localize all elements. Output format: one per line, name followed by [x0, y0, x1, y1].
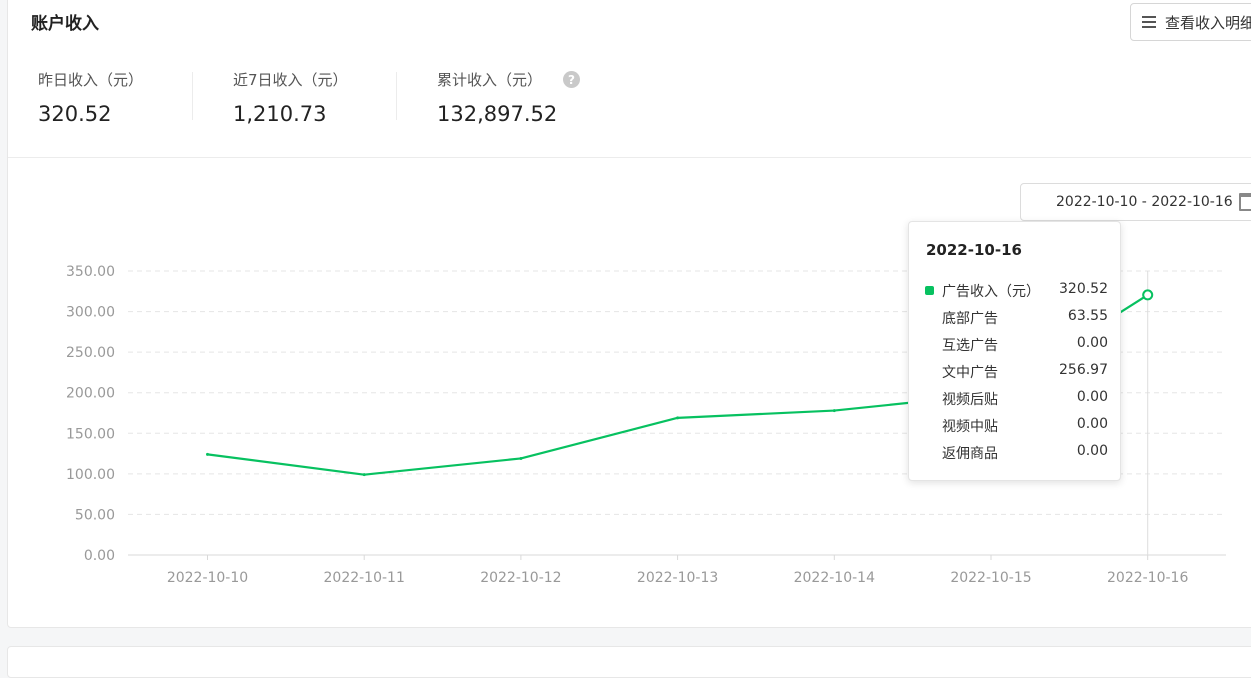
list-icon	[1142, 16, 1156, 28]
tooltip-row-name: 返佣商品	[942, 446, 998, 462]
calendar-icon	[1238, 193, 1251, 211]
y-tick-label: 50.00	[75, 507, 115, 523]
data-point-active	[1142, 289, 1154, 301]
date-range-picker[interactable]: 2022-10-10 - 2022-10-16	[1020, 183, 1251, 221]
tooltip-row: 视频中贴 0.00	[909, 416, 1122, 436]
data-point	[206, 452, 209, 456]
data-point	[519, 456, 523, 460]
tooltip-row-name: 底部广告	[942, 311, 998, 327]
tooltip-row-value: 256.97	[1059, 362, 1108, 378]
stat-total-value: 132,897.52	[437, 102, 558, 126]
page-title: 账户收入	[31, 14, 99, 34]
tooltip-row: 广告收入（元） 320.52	[909, 281, 1122, 301]
tooltip-row: 互选广告 0.00	[909, 335, 1122, 355]
chart-tooltip: 2022-10-16 广告收入（元） 320.52 底部广告 63.55 互选广告 0.0…	[908, 221, 1121, 481]
tooltip-row-name: 互选广告	[942, 338, 998, 354]
series-color-icon	[925, 286, 934, 295]
y-tick-label: 250.00	[66, 345, 115, 361]
tooltip-row: 返佣商品 0.00	[909, 443, 1122, 463]
tooltip-row-value: 320.52	[1059, 281, 1108, 297]
data-point	[362, 473, 366, 477]
x-tick-label: 2022-10-13	[637, 570, 718, 586]
tooltip-row-value: 0.00	[1076, 389, 1108, 405]
tooltip-date: 2022-10-16	[926, 241, 1022, 259]
tooltip-row: 底部广告 63.55	[909, 308, 1122, 328]
view-income-detail-button[interactable]: 查看收入明细	[1130, 3, 1251, 41]
tooltip-row-name: 视频中贴	[942, 419, 998, 435]
x-tick-label: 2022-10-11	[324, 570, 405, 586]
tooltip-row-value: 0.00	[1076, 335, 1108, 351]
tooltip-row-name: 视频后贴	[942, 392, 998, 408]
stat-last-7-days-value: 1,210.73	[233, 102, 327, 126]
divider	[396, 72, 397, 120]
tooltip-row-value: 0.00	[1076, 443, 1108, 459]
stat-total: 累计收入（元） 132,897.52	[437, 69, 557, 126]
tooltip-row: 文中广告 256.97	[909, 362, 1122, 382]
help-icon[interactable]: ?	[563, 71, 580, 88]
x-tick-label: 2022-10-15	[950, 570, 1031, 586]
y-tick-label: 300.00	[66, 305, 115, 321]
tooltip-row: 视频后贴 0.00	[909, 389, 1122, 409]
divider	[192, 72, 193, 120]
tooltip-row-value: 63.55	[1067, 308, 1108, 324]
tooltip-row-name: 文中广告	[942, 365, 998, 381]
stat-last-7-days: 近7日收入（元） 1,210.73	[233, 69, 348, 126]
stat-yesterday-label: 昨日收入（元）	[38, 71, 144, 89]
data-point	[832, 409, 836, 413]
y-tick-label: 0.00	[84, 548, 115, 564]
x-tick-label: 2022-10-16	[1107, 570, 1188, 586]
data-point	[676, 416, 680, 420]
y-tick-label: 150.00	[66, 426, 115, 442]
x-tick-label: 2022-10-10	[167, 570, 248, 586]
stat-yesterday: 昨日收入（元） 320.52	[38, 69, 143, 126]
date-range-text: 2022-10-10 - 2022-10-16	[1056, 194, 1233, 210]
x-tick-label: 2022-10-14	[794, 570, 875, 586]
stat-yesterday-value: 320.52	[38, 102, 112, 126]
stat-last-7-days-label: 近7日收入（元）	[233, 71, 348, 89]
tooltip-row-value: 0.00	[1076, 416, 1108, 432]
section-divider	[8, 157, 1251, 158]
tooltip-row-name: 广告收入（元）	[942, 284, 1040, 300]
y-tick-label: 350.00	[66, 264, 115, 280]
x-tick-label: 2022-10-12	[480, 570, 561, 586]
y-tick-label: 100.00	[66, 467, 115, 483]
stat-total-label: 累计收入（元）	[437, 71, 543, 89]
y-tick-label: 200.00	[66, 386, 115, 402]
view-income-detail-label: 查看收入明细	[1165, 13, 1251, 32]
